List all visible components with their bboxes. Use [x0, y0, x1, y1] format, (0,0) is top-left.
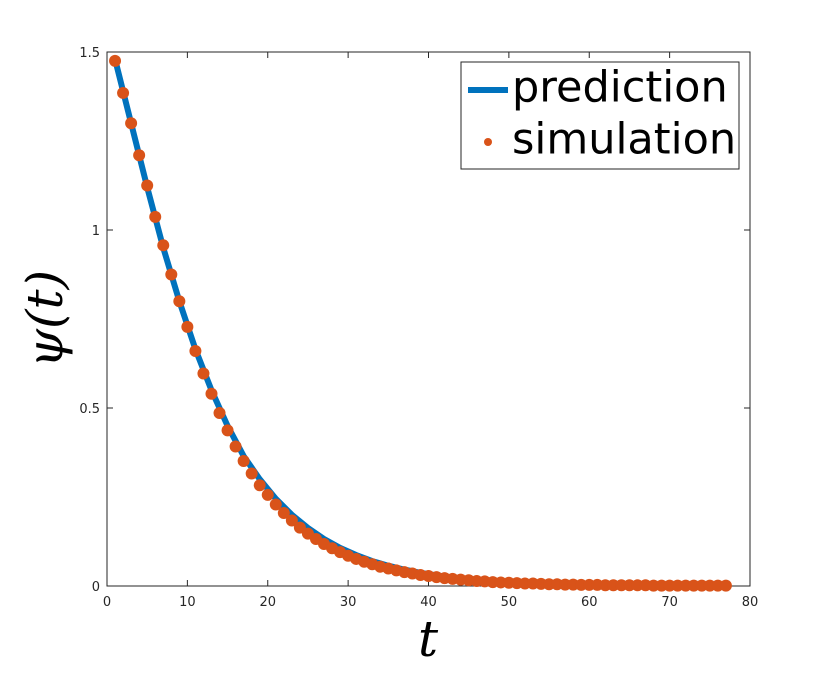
- legend-swatch: [484, 138, 492, 146]
- simulation-point: [261, 488, 274, 501]
- simulation-point: [221, 424, 234, 437]
- simulation-point: [205, 387, 218, 400]
- simulation-point: [157, 239, 170, 252]
- x-tick-label: 10: [179, 595, 196, 610]
- x-tick-label: 20: [259, 595, 276, 610]
- x-tick-label: 50: [501, 595, 518, 610]
- marks: [109, 54, 732, 592]
- simulation-point: [125, 117, 138, 130]
- x-axis-label: t: [418, 610, 439, 668]
- simulation-point: [245, 467, 258, 480]
- simulation-point: [285, 514, 298, 527]
- simulation-point: [133, 149, 146, 162]
- simulation-point: [253, 479, 266, 492]
- simulation-point: [141, 179, 154, 192]
- x-tick-label: 30: [340, 595, 357, 610]
- legend-label: simulation: [512, 115, 736, 165]
- ticks: 0 10 20 30 40 50 60 70 80 0 0.5 1 1.5: [79, 46, 758, 610]
- simulation-point: [109, 54, 122, 67]
- simulation-point: [173, 295, 186, 308]
- simulation-point: [189, 345, 202, 358]
- simulation-point: [149, 210, 162, 223]
- y-tick-label: 1: [92, 224, 100, 239]
- x-tick-label: 0: [103, 595, 111, 610]
- x-tick-label: 40: [420, 595, 437, 610]
- simulation-point: [719, 579, 732, 592]
- simulation-point: [229, 440, 242, 453]
- simulation-point: [237, 455, 250, 468]
- legend-box: [460, 61, 740, 170]
- x-tick-label: 60: [581, 595, 598, 610]
- y-tick-label: 0: [92, 580, 100, 595]
- simulation-point: [117, 86, 130, 99]
- y-tick-label: 0.5: [79, 402, 100, 417]
- simulation-point: [269, 498, 282, 511]
- y-tick-label: 1.5: [79, 46, 100, 61]
- x-tick-label: 80: [742, 595, 759, 610]
- simulation-point: [197, 367, 210, 380]
- legend-label: prediction: [512, 63, 728, 113]
- y-axis-label: ψ(t): [16, 270, 74, 368]
- simulation-point: [181, 320, 194, 333]
- simulation-point: [165, 268, 178, 281]
- simulation-point: [213, 406, 226, 419]
- simulation-point: [277, 507, 290, 520]
- x-tick-label: 70: [661, 595, 678, 610]
